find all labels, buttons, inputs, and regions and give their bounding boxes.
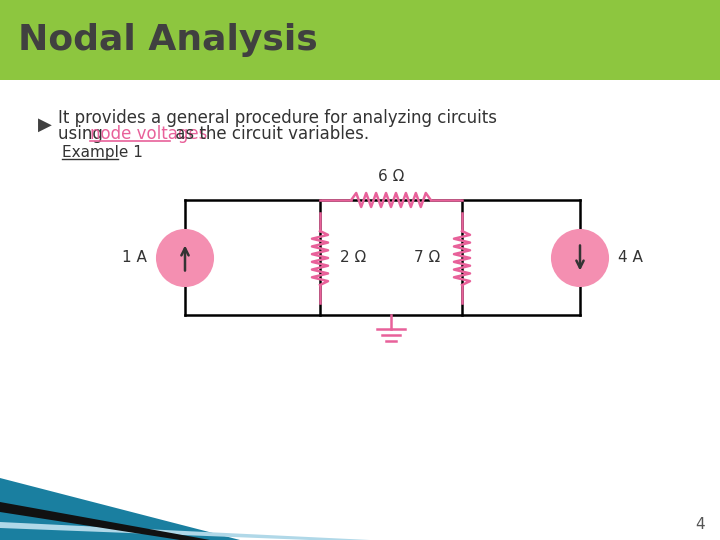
Text: 4 A: 4 A <box>618 251 643 266</box>
Text: 6 Ω: 6 Ω <box>378 169 404 184</box>
Circle shape <box>157 230 213 286</box>
Text: It provides a general procedure for analyzing circuits: It provides a general procedure for anal… <box>58 109 497 127</box>
Text: as the circuit variables.: as the circuit variables. <box>170 125 369 143</box>
Polygon shape <box>0 502 210 540</box>
Text: 1 A: 1 A <box>122 251 147 266</box>
Text: Example 1: Example 1 <box>62 145 143 159</box>
Text: Nodal Analysis: Nodal Analysis <box>18 23 318 57</box>
Polygon shape <box>0 478 240 540</box>
Text: node voltages: node voltages <box>90 125 207 143</box>
Text: using: using <box>58 125 108 143</box>
Text: 2 Ω: 2 Ω <box>340 251 366 266</box>
Text: 7 Ω: 7 Ω <box>414 251 440 266</box>
Polygon shape <box>0 522 370 540</box>
Text: ▶: ▶ <box>38 116 52 134</box>
FancyBboxPatch shape <box>0 0 720 80</box>
Circle shape <box>552 230 608 286</box>
Text: 4: 4 <box>696 517 705 532</box>
